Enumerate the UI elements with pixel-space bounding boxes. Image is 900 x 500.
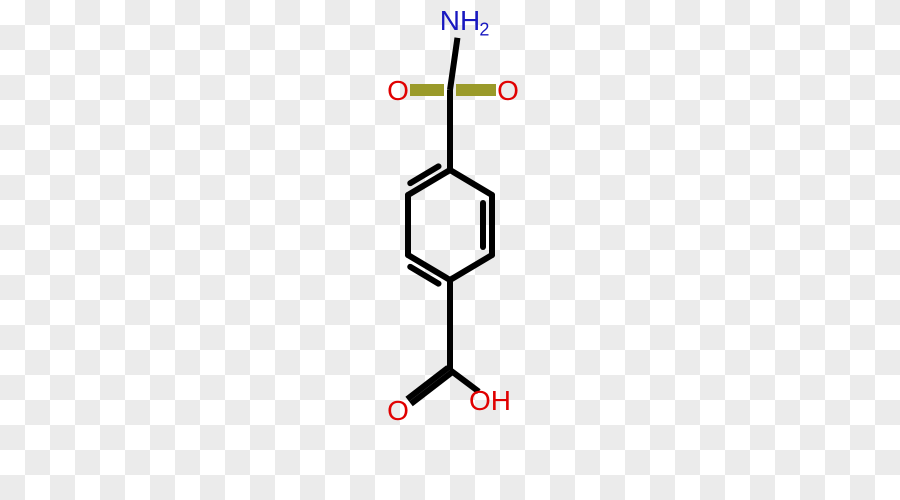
atom-label-o4: OH (469, 385, 511, 416)
atom-subscript-n: 2 (479, 19, 489, 39)
atom-label-o3: O (387, 395, 409, 426)
structure-svg: NH2 O O O OH (0, 0, 900, 500)
chemical-structure-diagram: { "canvas": {"width": 900, "height": 500… (0, 0, 900, 500)
atom-label-o2: O (497, 75, 519, 106)
atom-label-o1: O (387, 75, 409, 106)
atom-label-n: NH (440, 5, 480, 36)
